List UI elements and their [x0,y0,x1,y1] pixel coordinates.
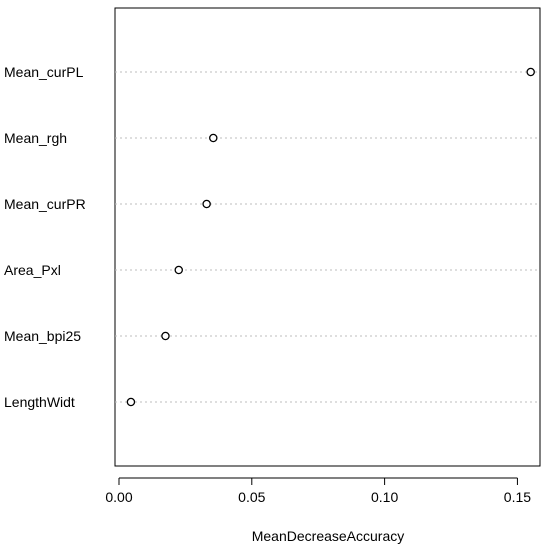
category-labels: Mean_curPL Mean_rgh Mean_curPR Area_Pxl Mean… [4,64,86,410]
data-point [174,265,183,275]
category-label: Mean_curPR [4,196,86,212]
category-label: LengthWidt [4,394,75,410]
x-tick-label: 0.15 [504,489,531,505]
x-tick-label: 0.10 [371,489,398,505]
data-point [161,331,170,341]
x-tick-label: 0.00 [105,489,132,505]
category-label: Mean_curPL [4,64,84,80]
category-label: Area_Pxl [4,262,61,278]
data-point [209,133,218,143]
guide-lines [115,71,540,403]
data-point [126,397,136,407]
data-point [526,67,535,77]
category-label: Mean_bpi25 [4,328,81,344]
plot-frame [114,7,541,467]
category-label: Mean_rgh [4,130,67,146]
data-points [126,67,535,407]
x-tick-label: 0.05 [238,489,265,505]
x-axis: 0.00 0.05 0.10 0.15 [105,477,531,505]
x-axis-title: MeanDecreaseAccuracy [252,528,405,544]
data-point [202,199,211,209]
